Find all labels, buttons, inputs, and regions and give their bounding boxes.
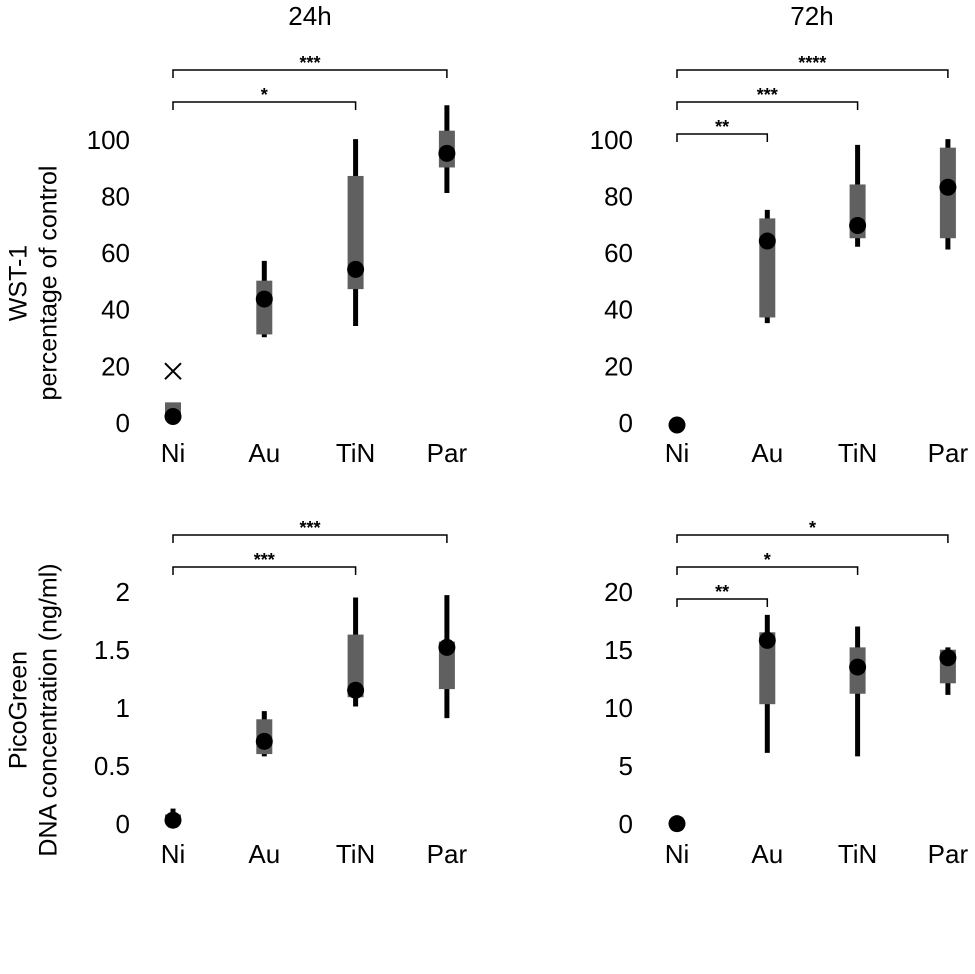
y-tick-label: 80 — [604, 181, 633, 211]
y-axis-label: PicoGreen — [5, 651, 33, 769]
x-tick-label: Au — [248, 839, 280, 869]
chart-title: 72h — [790, 1, 833, 31]
significance-bracket — [676, 69, 949, 78]
box — [347, 175, 364, 290]
y-tick-label: 40 — [101, 295, 130, 325]
median-dot — [255, 732, 273, 750]
box — [759, 632, 776, 705]
median-dot — [347, 681, 365, 699]
y-tick-label: 60 — [604, 238, 633, 268]
x-tick-label: Au — [751, 839, 783, 869]
y-tick-label: 20 — [101, 351, 130, 381]
box — [347, 634, 364, 698]
significance-bracket — [172, 566, 357, 575]
y-tick-label: 100 — [590, 125, 633, 155]
median-dot — [347, 260, 365, 278]
chart-title: 24h — [288, 1, 331, 31]
significance-label: *** — [299, 53, 320, 73]
x-tick-label: TiN — [838, 839, 877, 869]
x-tick-label: TiN — [336, 839, 375, 869]
significance-label: * — [764, 550, 771, 570]
y-tick-label: 20 — [604, 577, 633, 607]
x-tick-label: Par — [427, 839, 468, 869]
y-tick-label: 2 — [116, 577, 130, 607]
x-tick-label: Ni — [161, 438, 186, 468]
y-axis-label: WST-1 — [5, 245, 33, 321]
significance-label: * — [261, 85, 268, 105]
significance-bracket — [676, 133, 769, 142]
y-tick-label: 15 — [604, 635, 633, 665]
y-tick-label: 0.5 — [94, 751, 130, 781]
x-tick-label: Au — [751, 438, 783, 468]
y-tick-label: 100 — [87, 125, 130, 155]
x-tick-label: TiN — [838, 438, 877, 468]
y-tick-label: 80 — [101, 181, 130, 211]
x-tick-label: Ni — [665, 438, 690, 468]
significance-label: ** — [715, 582, 729, 602]
median-dot — [939, 649, 957, 667]
y-tick-label: 1 — [116, 693, 130, 723]
median-dot — [438, 638, 456, 656]
median-dot — [849, 658, 867, 676]
median-dot — [668, 416, 686, 434]
significance-label: ** — [715, 117, 729, 137]
y-tick-label: 40 — [604, 295, 633, 325]
y-tick-label: 0 — [619, 809, 633, 839]
x-tick-label: Par — [427, 438, 468, 468]
significance-label: *** — [254, 550, 275, 570]
significance-label: *** — [757, 85, 778, 105]
median-dot — [668, 815, 686, 833]
y-tick-label: 0 — [116, 809, 130, 839]
median-dot — [849, 216, 867, 234]
significance-label: * — [809, 518, 816, 538]
significance-bracket — [676, 101, 859, 110]
y-axis-label: percentage of control — [35, 166, 63, 401]
y-tick-label: 1.5 — [94, 635, 130, 665]
significance-label: *** — [299, 518, 320, 538]
median-dot — [758, 631, 776, 649]
y-tick-label: 0 — [619, 408, 633, 438]
median-dot — [164, 811, 182, 829]
x-tick-label: Au — [248, 438, 280, 468]
median-dot — [758, 232, 776, 250]
y-axis-label: DNA concentration (ng/ml) — [35, 563, 63, 856]
median-dot — [438, 144, 456, 162]
x-tick-label: Ni — [161, 839, 186, 869]
x-tick-label: Par — [928, 839, 969, 869]
median-dot — [164, 408, 182, 426]
significance-bracket — [676, 566, 859, 575]
y-tick-label: 5 — [619, 751, 633, 781]
y-tick-label: 0 — [116, 408, 130, 438]
y-tick-label: 10 — [604, 693, 633, 723]
x-tick-label: Par — [928, 438, 969, 468]
significance-label: **** — [798, 53, 826, 73]
x-tick-label: Ni — [665, 839, 690, 869]
significance-bracket — [172, 101, 357, 110]
median-dot — [939, 178, 957, 196]
significance-bracket — [676, 598, 769, 607]
outlier — [164, 362, 182, 380]
x-tick-label: TiN — [336, 438, 375, 468]
significance-bracket — [676, 534, 949, 543]
y-tick-label: 60 — [101, 238, 130, 268]
significance-bracket — [172, 534, 448, 543]
significance-bracket — [172, 69, 448, 78]
y-tick-label: 20 — [604, 351, 633, 381]
median-dot — [255, 290, 273, 308]
